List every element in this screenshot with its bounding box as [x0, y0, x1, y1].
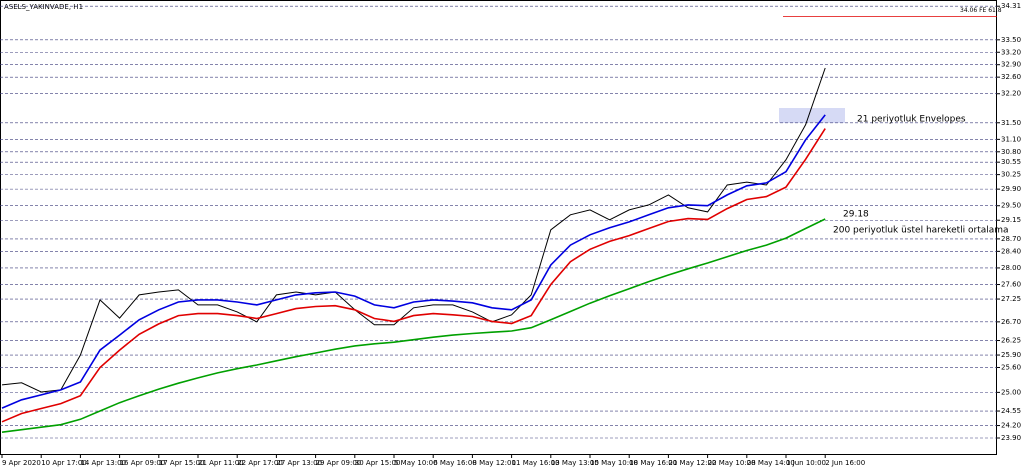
annotation-label: 21 periyotluk Envelopes — [857, 115, 966, 125]
x-tick-label: 21 Apr 11:00 — [198, 459, 244, 467]
x-tick-label: 15 May 10:00 — [590, 459, 638, 467]
x-tick-label: 2 Jun 16:00 — [825, 459, 865, 467]
y-tick-label: 25.00 — [1001, 388, 1021, 396]
envelope-zone — [779, 108, 845, 123]
x-tick-label: 1 Jun 10:00 — [786, 459, 826, 467]
x-tick-label: 10 Apr 17:00 — [41, 459, 87, 467]
x-tick-label: 22 May 10:00 — [708, 459, 756, 467]
x-tick-label: 28 May 14:00 — [747, 459, 795, 467]
x-tick-label: 21 May 12:00 — [668, 459, 716, 467]
x-tick-label: 9 Apr 2020 — [2, 459, 41, 467]
x-tick-label: 13 May 13:00 — [551, 459, 599, 467]
y-tick-label: 30.25 — [1001, 171, 1021, 179]
y-tick-label: 29.90 — [1001, 185, 1021, 193]
y-tick-label: 29.50 — [1001, 202, 1021, 210]
y-tick-label: 28.70 — [1001, 235, 1021, 243]
plot-frame — [0, 0, 997, 455]
x-tick-label: 14 Apr 13:00 — [80, 459, 126, 467]
annotation-label: 29.18 — [843, 210, 869, 220]
y-tick-label: 25.60 — [1001, 363, 1021, 371]
y-tick-label: 29.15 — [1001, 216, 1021, 224]
y-tick-label: 32.90 — [1001, 61, 1021, 69]
annotation-label: 34.06 FE 61.8 — [960, 7, 1002, 14]
y-tick-label: 31.10 — [1001, 135, 1021, 143]
series-line — [1, 67, 826, 393]
y-tick-label: 30.80 — [1001, 148, 1021, 156]
x-tick-label: 16 Apr 09:00 — [120, 459, 166, 467]
y-tick-label: 27.60 — [1001, 281, 1021, 289]
y-tick-label: 30.55 — [1001, 158, 1021, 166]
y-tick-label: 32.20 — [1001, 90, 1021, 98]
chart-title: ASELS_YAKINVADE, H1 — [4, 3, 83, 11]
y-tick-label: 28.00 — [1001, 264, 1021, 272]
x-tick-label: 18 May 16:00 — [629, 459, 677, 467]
x-tick-label: 11 May 16:00 — [512, 459, 560, 467]
y-tick-label: 24.20 — [1001, 422, 1021, 430]
x-tick-label: 27 Apr 13:00 — [276, 459, 322, 467]
y-tick-label: 26.70 — [1001, 318, 1021, 326]
y-tick-label: 23.90 — [1001, 434, 1021, 442]
x-tick-label: 29 Apr 09:00 — [316, 459, 362, 467]
series-line — [1, 114, 826, 409]
x-tick-label: 8 May 12:00 — [472, 459, 516, 467]
x-tick-label: 22 Apr 17:00 — [237, 459, 283, 467]
y-tick-label: 32.60 — [1001, 73, 1021, 81]
y-tick-label: 34.31 — [1001, 2, 1021, 10]
x-tick-label: 30 Apr 15:00 — [355, 459, 401, 467]
x-tick-label: 17 Apr 15:00 — [159, 459, 205, 467]
y-tick-label: 26.25 — [1001, 337, 1021, 345]
y-tick-label: 28.40 — [1001, 247, 1021, 255]
y-tick-label: 31.50 — [1001, 119, 1021, 127]
y-tick-label: 25.90 — [1001, 351, 1021, 359]
series-line — [1, 218, 826, 433]
y-tick-label: 33.50 — [1001, 36, 1021, 44]
x-tick-label: 6 May 16:00 — [433, 459, 477, 467]
y-tick-label: 27.25 — [1001, 295, 1021, 303]
y-tick-label: 33.20 — [1001, 48, 1021, 56]
y-tick-label: 24.55 — [1001, 407, 1021, 415]
x-tick-label: 5 May 10:00 — [394, 459, 438, 467]
series-line — [1, 128, 826, 423]
annotation-label: 200 periyotluk üstel hareketli ortalama — [833, 226, 1009, 236]
